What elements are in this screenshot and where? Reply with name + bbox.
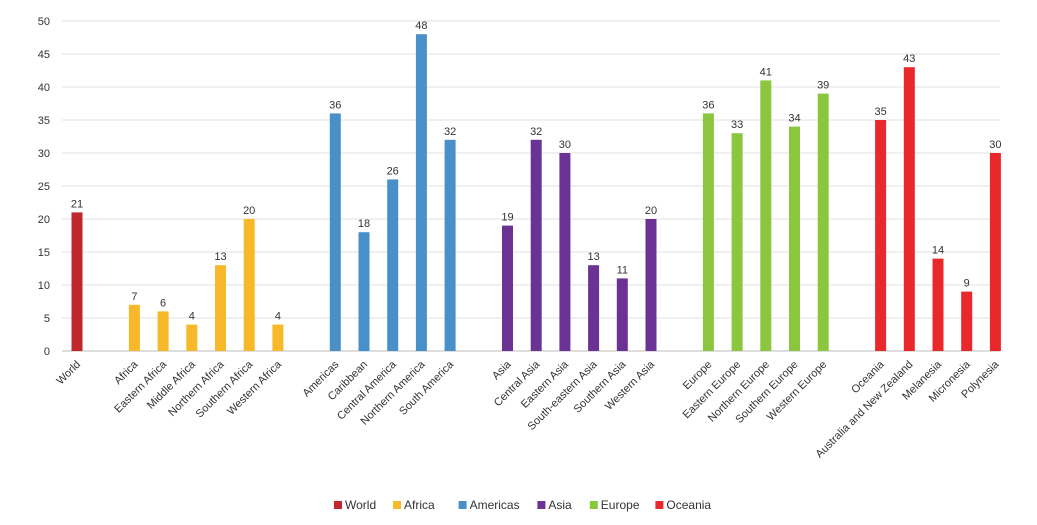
y-tick-label-0: 0 bbox=[44, 346, 50, 358]
y-tick-label-5: 5 bbox=[44, 313, 50, 325]
bar-eastern-asia bbox=[559, 153, 571, 351]
legend-swatch-africa bbox=[393, 501, 401, 509]
data-label-micronesia: 9 bbox=[964, 278, 970, 290]
grid-layer: 0 5 10 15 20 25 30 35 40 45 50 bbox=[38, 16, 1000, 358]
data-label-south-eastern-asia: 13 bbox=[587, 251, 599, 263]
data-label-western-africa: 4 bbox=[275, 311, 281, 323]
bar-western-africa bbox=[272, 324, 284, 351]
legend-label-europe: Europe bbox=[601, 498, 640, 512]
bar-southern-europe bbox=[789, 126, 800, 351]
y-tick-label-35: 35 bbox=[38, 115, 50, 127]
y-tick-label-15: 15 bbox=[38, 247, 50, 259]
legend-label-oceania: Oceania bbox=[666, 498, 711, 512]
bar-world bbox=[71, 212, 83, 351]
category-label-asia: Asia bbox=[490, 358, 514, 382]
data-label-western-asia: 20 bbox=[645, 205, 657, 217]
bar-south-eastern-asia bbox=[588, 265, 600, 351]
bar-south-america bbox=[444, 139, 456, 351]
legend-swatch-americas bbox=[458, 501, 467, 509]
data-label-americas: 36 bbox=[329, 99, 341, 111]
bar-southern-asia bbox=[616, 278, 628, 351]
data-label-eastern-africa: 6 bbox=[160, 297, 166, 309]
y-tick-label-20: 20 bbox=[38, 214, 50, 226]
data-label-western-europe: 39 bbox=[817, 80, 829, 92]
bar-northern-america bbox=[415, 34, 427, 351]
bar-western-europe bbox=[817, 93, 829, 351]
legend-label-africa: Africa bbox=[404, 498, 435, 512]
data-label-southern-africa: 20 bbox=[243, 205, 255, 217]
data-label-middle-africa: 4 bbox=[189, 311, 195, 323]
y-tick-label-40: 40 bbox=[38, 82, 50, 94]
bar-australia-and-new-zealand bbox=[903, 67, 915, 351]
y-tick-label-50: 50 bbox=[38, 16, 50, 28]
legend-swatch-oceania bbox=[655, 501, 664, 509]
data-label-eastern-europe: 33 bbox=[731, 119, 743, 131]
legend: World Africa Americas Asia Europe Oceania bbox=[334, 498, 711, 512]
data-label-asia: 19 bbox=[501, 212, 513, 224]
data-label-northern-africa: 13 bbox=[214, 251, 226, 263]
legend-label-americas: Americas bbox=[470, 498, 520, 512]
category-label-world: World bbox=[54, 359, 83, 388]
bar-central-asia bbox=[530, 139, 542, 351]
bar-northern-africa bbox=[215, 265, 226, 351]
bar-eastern-africa bbox=[157, 311, 169, 351]
bar-micronesia bbox=[961, 291, 973, 351]
bar-melanesia bbox=[932, 258, 944, 351]
data-label-world: 21 bbox=[71, 198, 83, 210]
data-label-central-asia: 32 bbox=[530, 126, 542, 138]
bars-layer bbox=[71, 34, 1001, 352]
bar-asia bbox=[502, 225, 513, 351]
legend-label-world: World bbox=[345, 498, 376, 512]
bar-polynesia bbox=[989, 153, 1001, 351]
bar-middle-africa bbox=[186, 324, 198, 351]
data-label-australia-and-new-zealand: 43 bbox=[903, 53, 915, 65]
data-label-southern-asia: 11 bbox=[617, 264, 628, 276]
bar-southern-africa bbox=[243, 219, 255, 351]
bar-northern-europe bbox=[760, 80, 772, 352]
legend-swatch-europe bbox=[589, 501, 598, 509]
data-label-africa: 7 bbox=[131, 291, 137, 303]
legend-swatch-asia bbox=[537, 501, 546, 509]
y-tick-label-10: 10 bbox=[38, 280, 50, 292]
data-label-southern-europe: 34 bbox=[788, 113, 800, 125]
data-label-europe: 36 bbox=[702, 99, 714, 111]
legend-swatch-world bbox=[334, 501, 342, 509]
bar-eastern-europe bbox=[731, 133, 743, 351]
y-tick-label-30: 30 bbox=[38, 148, 50, 160]
data-label-central-america: 26 bbox=[387, 165, 399, 177]
data-label-south-america: 32 bbox=[444, 126, 456, 138]
bar-africa bbox=[128, 304, 140, 351]
data-label-oceania: 35 bbox=[874, 106, 886, 118]
data-label-caribbean: 18 bbox=[358, 218, 370, 230]
y-tick-label-45: 45 bbox=[38, 49, 50, 61]
data-label-northern-europe: 41 bbox=[760, 66, 772, 78]
bar-caribbean bbox=[358, 232, 370, 351]
data-label-northern-america: 48 bbox=[415, 20, 427, 32]
legend-label-asia: Asia bbox=[548, 498, 572, 512]
y-tick-label-25: 25 bbox=[38, 181, 50, 193]
bar-americas bbox=[329, 113, 341, 352]
bar-central-america bbox=[387, 179, 399, 351]
data-label-eastern-asia: 30 bbox=[559, 139, 571, 151]
bar-western-asia bbox=[645, 219, 657, 351]
data-label-polynesia: 30 bbox=[989, 139, 1001, 151]
data-label-melanesia: 14 bbox=[932, 245, 944, 257]
bar-europe bbox=[702, 113, 714, 352]
bar-oceania bbox=[875, 120, 887, 351]
